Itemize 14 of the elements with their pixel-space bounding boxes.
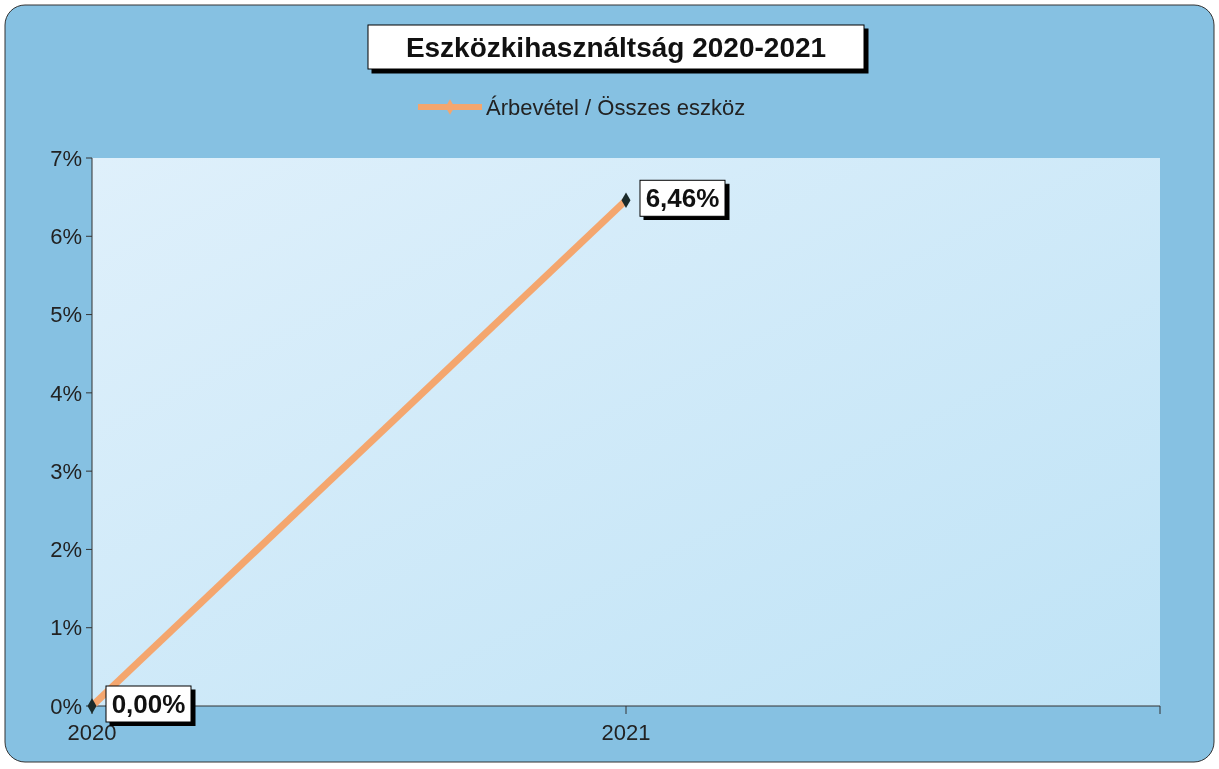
data-label: 0,00%: [111, 689, 186, 719]
y-tick-label: 2%: [50, 537, 82, 563]
y-tick-label: 4%: [50, 380, 82, 406]
y-tick-label: 3%: [50, 458, 82, 484]
x-tick-label: 2020: [67, 720, 117, 745]
chart-title: Eszközkihasználtság 2020-2021: [405, 32, 827, 63]
y-tick-label: 5%: [50, 302, 82, 328]
data-label: 6,46%: [645, 183, 720, 214]
y-tick-label: 6%: [50, 223, 82, 249]
y-tick-label: 7%: [50, 145, 82, 171]
y-tick-label: 1%: [50, 615, 82, 641]
y-tick-label: 0%: [50, 693, 82, 719]
legend-label: Árbevétel / Összes eszköz: [486, 94, 746, 120]
x-tick-label: 2021: [601, 720, 651, 745]
